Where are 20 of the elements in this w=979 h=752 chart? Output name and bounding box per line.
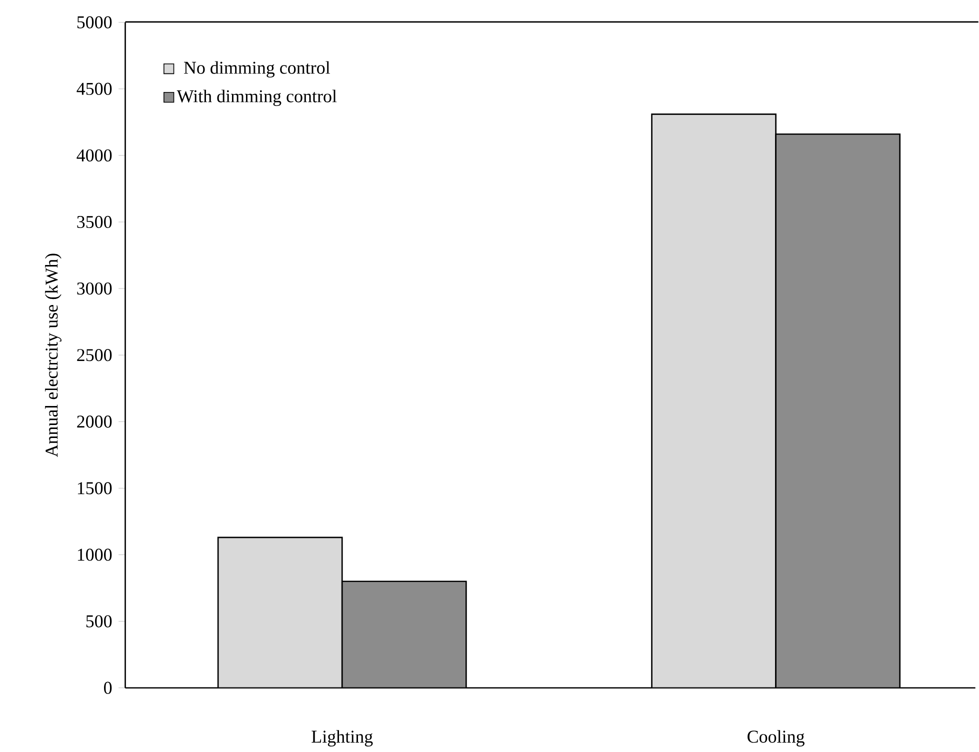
bar: [342, 581, 466, 688]
y-tick-label: 2500: [77, 348, 112, 361]
x-tick-label: Lighting: [312, 730, 373, 746]
y-axis-title: Annual electrcity use (kWh): [45, 254, 62, 457]
y-tick-label: 1500: [78, 482, 112, 494]
y-tick-label: 4000: [76, 149, 112, 162]
y-tick-label: 0: [104, 682, 112, 694]
y-tick-label: 1000: [78, 548, 112, 561]
x-tick-label: Cooling: [748, 730, 804, 746]
bar: [775, 133, 901, 688]
y-tick-label: 4500: [76, 82, 112, 95]
legend-label: With dimming control: [176, 89, 337, 106]
bar: [651, 113, 776, 688]
y-tick-label: 3000: [77, 282, 112, 294]
y-tick-label: 500: [86, 615, 112, 628]
y-tick-label: 5000: [77, 16, 112, 28]
legend-label: No dimming control: [184, 60, 330, 78]
bar: [218, 537, 342, 688]
y-tick-label: 3500: [77, 216, 112, 228]
y-tick-label: 2000: [77, 415, 112, 428]
